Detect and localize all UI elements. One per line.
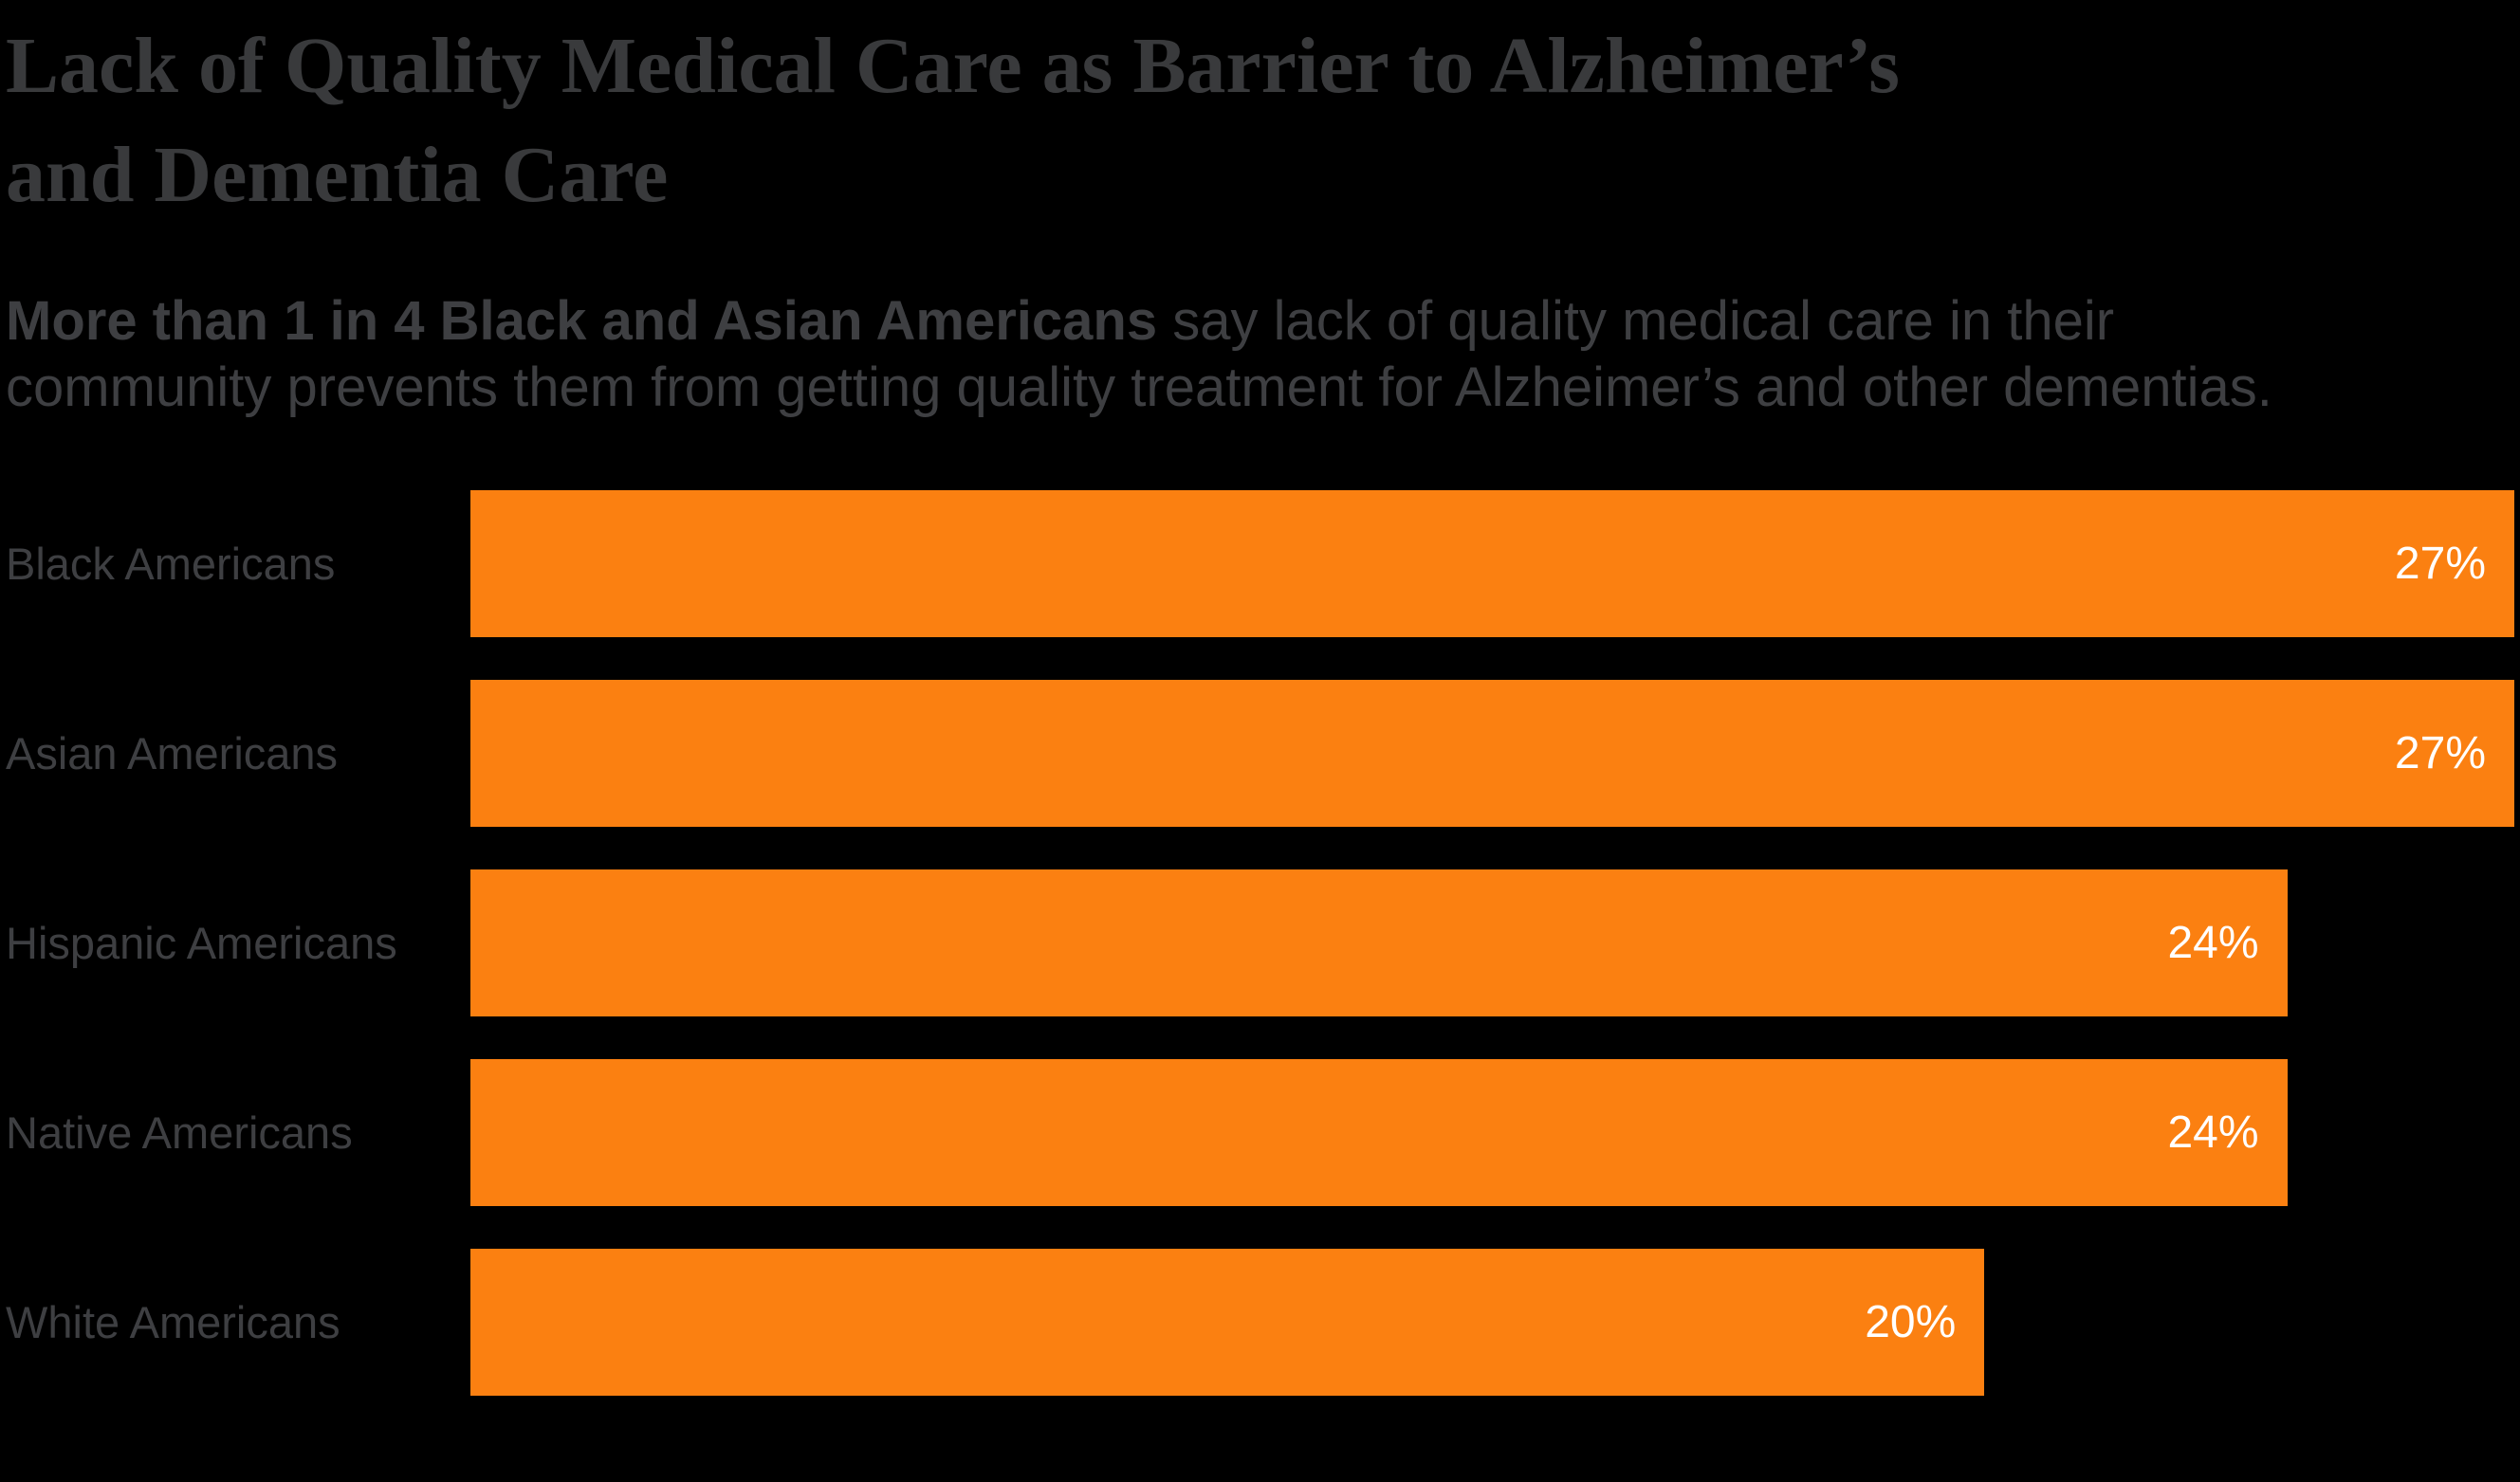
subtitle: More than 1 in 4 Black and Asian America… <box>6 288 2510 420</box>
bar-track: 24% <box>470 869 2514 1017</box>
subtitle-line1-rest: say lack of quality medical care in thei… <box>1157 290 2115 353</box>
bar: 24% <box>470 869 2288 1017</box>
chart-row: Black Americans 27% <box>6 490 2514 638</box>
category-label: Hispanic Americans <box>6 918 397 969</box>
title-line-1: Lack of Quality Medical Care as Barrier … <box>6 22 1900 110</box>
value-label: 27% <box>2394 728 2486 779</box>
category-label: Asian Americans <box>6 728 339 779</box>
bar-chart: Black Americans 27% Asian Americans 27% Hisp… <box>6 490 2514 1397</box>
category-label: White Americans <box>6 1297 340 1348</box>
title-line-2: and Dementia Care <box>6 131 669 220</box>
page-title: Lack of Quality Medical Care as Barrier … <box>6 11 2514 229</box>
bar-track: 27% <box>470 680 2514 828</box>
bar: 24% <box>470 1059 2288 1207</box>
subtitle-line2: community prevents them from getting qua… <box>6 356 2272 418</box>
subtitle-bold-text: More than 1 in 4 Black and Asian America… <box>6 290 1158 353</box>
category-label: Black Americans <box>6 539 336 590</box>
value-label: 20% <box>1865 1297 1957 1348</box>
value-label: 24% <box>2167 1107 2259 1159</box>
chart-row: White Americans 20% <box>6 1249 2514 1397</box>
category-label: Native Americans <box>6 1107 353 1159</box>
chart-row: Asian Americans 27% <box>6 680 2514 828</box>
bar-track: 24% <box>470 1059 2514 1207</box>
value-label: 27% <box>2394 539 2486 590</box>
bar-track: 20% <box>470 1249 2514 1397</box>
chart-row: Native Americans 24% <box>6 1059 2514 1207</box>
bar: 27% <box>470 680 2514 828</box>
bar: 20% <box>470 1249 1985 1397</box>
value-label: 24% <box>2167 918 2259 969</box>
chart-row: Hispanic Americans 24% <box>6 869 2514 1017</box>
bar: 27% <box>470 490 2514 638</box>
bar-track: 27% <box>470 490 2514 638</box>
